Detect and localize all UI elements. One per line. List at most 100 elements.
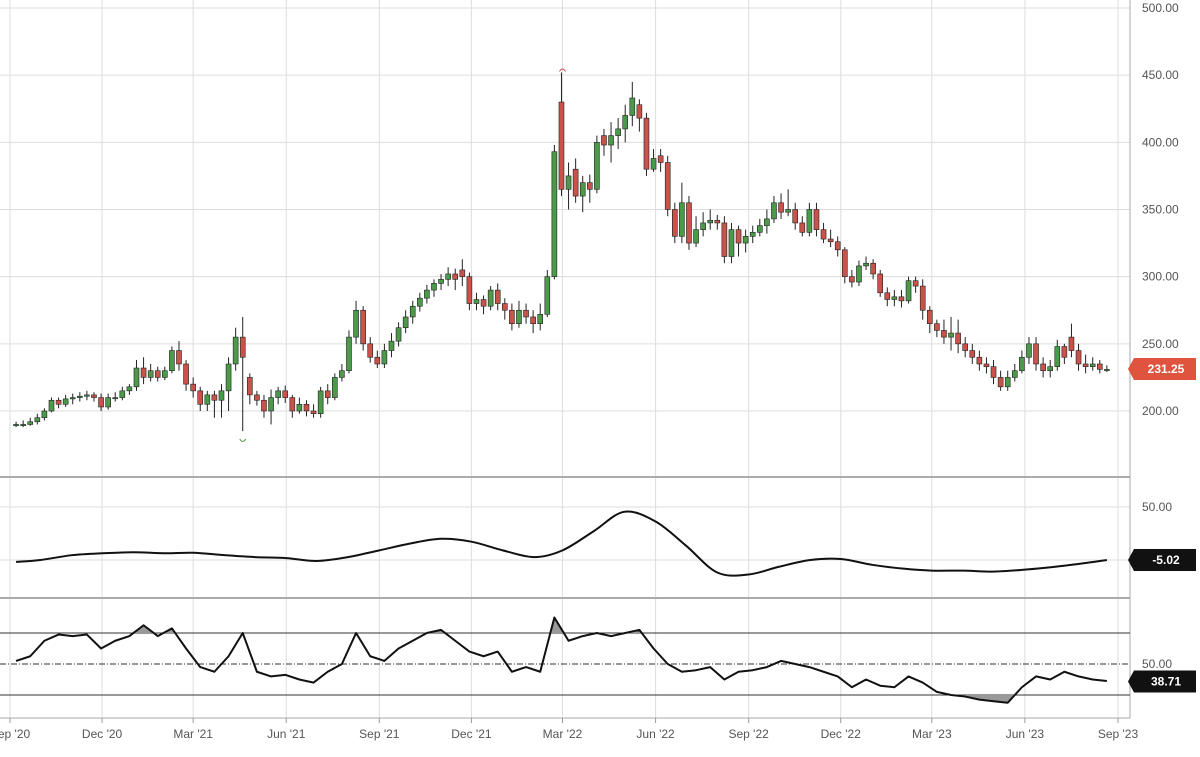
badge-shape: [1128, 358, 1196, 381]
candle-down: [671, 209, 678, 237]
price-tick-label: 250.00: [1142, 337, 1179, 351]
rsi-panel: [0, 616, 1130, 704]
x-tick-label: Sep '22: [729, 727, 770, 741]
candle-up: [381, 350, 388, 365]
candle-up: [551, 151, 558, 277]
candle-up: [537, 313, 544, 324]
candle-down: [827, 238, 834, 243]
candle-down: [1061, 346, 1068, 358]
candle-down: [98, 397, 104, 408]
candle-up: [34, 417, 41, 423]
candle-down: [558, 101, 565, 190]
candle-down: [1096, 363, 1103, 370]
candle-down: [834, 241, 841, 251]
x-tick-label: Sep '23: [1098, 727, 1139, 741]
rsi-line: [15, 616, 1107, 704]
candle-up: [424, 289, 430, 299]
candle-up: [147, 370, 154, 378]
last-value-badges: 231.25 -5.02 38.71: [1128, 358, 1196, 693]
price-tick-label: 300.00: [1142, 270, 1179, 284]
candle-down: [239, 336, 246, 358]
candle-down: [494, 289, 501, 304]
candle-up: [162, 370, 168, 378]
candle-up: [62, 398, 69, 405]
candle-down: [643, 117, 650, 170]
candle-up: [516, 309, 522, 324]
candle-down: [374, 356, 381, 365]
candle-down: [1068, 336, 1075, 351]
candle-down: [466, 276, 473, 304]
candle-up: [615, 128, 621, 136]
candle-down: [926, 309, 933, 324]
candle-up: [332, 377, 338, 398]
candle-down: [983, 363, 990, 367]
badge-shape: [1128, 670, 1196, 693]
candle-down: [714, 219, 721, 224]
candle-down: [799, 222, 806, 233]
high-marker: [559, 68, 566, 72]
candle-down: [792, 209, 799, 224]
candle-down: [820, 229, 827, 240]
candle-up: [339, 370, 345, 378]
candle-down: [303, 403, 310, 412]
badge-value: -5.02: [1152, 553, 1180, 567]
x-tick-label: Jun '21: [267, 727, 306, 741]
candle-up: [431, 283, 437, 291]
candle-down: [502, 303, 508, 311]
candle-down: [452, 273, 459, 280]
candle-up: [1089, 363, 1096, 367]
badge-value: 231.25: [1148, 362, 1185, 376]
candle-up: [218, 390, 225, 401]
candle-up: [409, 305, 416, 318]
candle-up: [296, 403, 303, 412]
x-tick-label: Dec '20: [82, 727, 123, 741]
candle-up: [693, 229, 699, 244]
candle-down: [877, 273, 884, 294]
candle-up: [487, 289, 494, 307]
price-tick-label: 400.00: [1142, 135, 1179, 149]
candle-up: [133, 367, 140, 388]
candle-up: [41, 410, 48, 419]
candle-down: [572, 168, 579, 197]
candle-up: [77, 395, 83, 398]
grid-lines: [0, 0, 1131, 719]
candle-down: [1075, 350, 1082, 365]
candle-up: [69, 397, 76, 400]
candle-down: [934, 323, 940, 331]
oscillator-line: [15, 510, 1108, 577]
candle-up: [579, 182, 586, 197]
candle-down: [601, 135, 607, 146]
candle-up: [169, 350, 175, 371]
candle-down: [261, 399, 267, 412]
x-tick-label: Dec '21: [451, 727, 492, 741]
candle-down: [969, 350, 976, 358]
price-tick-label: 200.00: [1142, 404, 1179, 418]
candle-down: [778, 202, 784, 213]
candle-up: [707, 219, 714, 224]
candle-up: [629, 97, 636, 116]
candle-up: [565, 175, 572, 190]
candle-down: [480, 299, 487, 307]
rsi-tick-label: 50.00: [1142, 657, 1172, 671]
candle-down: [1040, 363, 1046, 372]
candle-down: [183, 363, 189, 385]
candle-down: [254, 394, 260, 401]
candle-up: [728, 229, 735, 257]
axis-labels: 500.00 450.00 400.00 350.00 300.00 250.00 200.…: [0, 1, 1179, 741]
candle-up: [771, 202, 777, 220]
candle-down: [976, 356, 983, 365]
candle-down: [657, 155, 664, 163]
candle-up: [388, 340, 395, 351]
candle-up: [225, 363, 232, 392]
candle-up: [1054, 346, 1061, 367]
candle-up: [445, 273, 451, 280]
price-tick-label: 350.00: [1142, 203, 1179, 217]
oscillator-panel: [15, 510, 1108, 577]
candle-down: [190, 383, 196, 392]
candle-down: [735, 229, 742, 244]
candle-up: [650, 158, 657, 170]
candle-up: [438, 279, 444, 284]
oscillator-tick-label: 50.00: [1142, 500, 1172, 514]
candle-down: [310, 410, 317, 414]
